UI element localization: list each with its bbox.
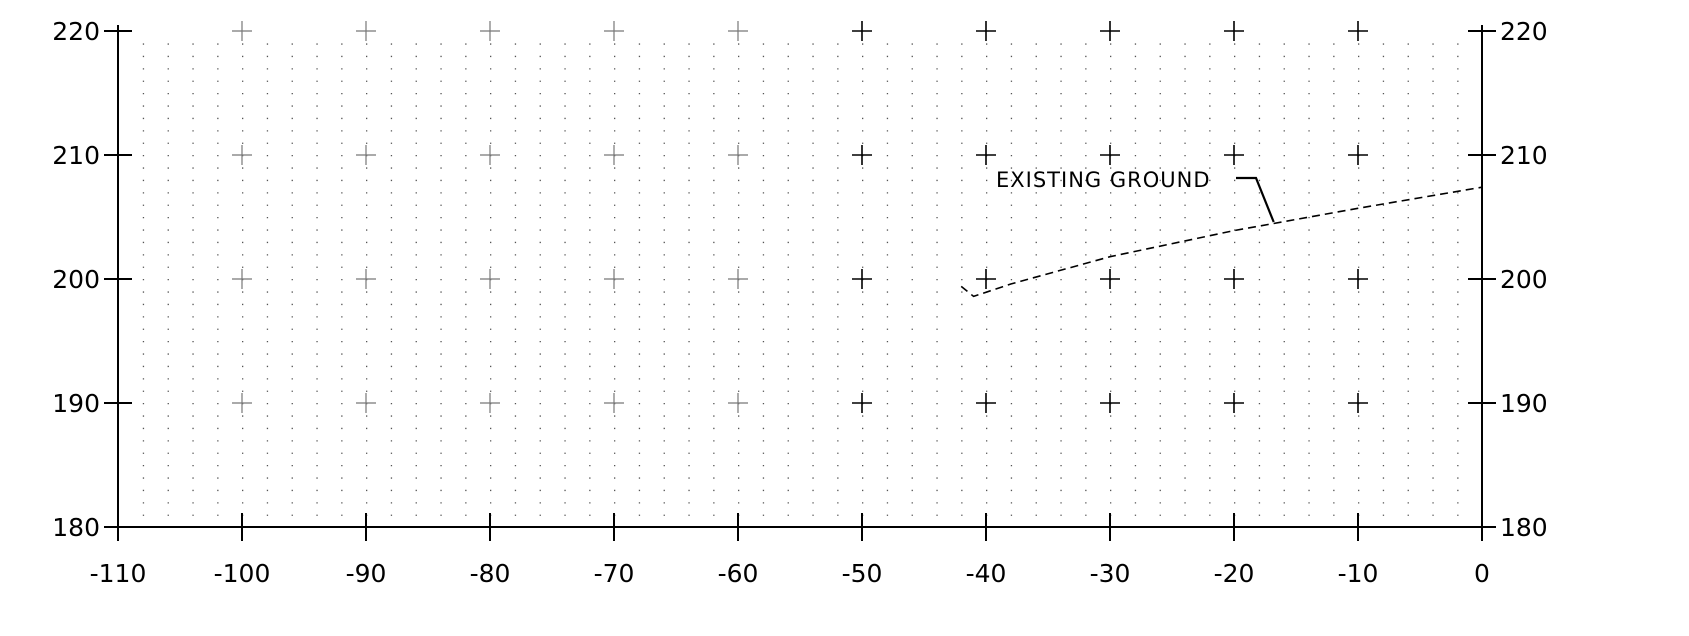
x-tick-label: -80 — [470, 559, 511, 588]
x-tick-label: -10 — [1338, 559, 1379, 588]
annotation-leader — [1236, 176, 1275, 223]
x-tick-label: -60 — [718, 559, 759, 588]
y-tick-label-right: 210 — [1500, 141, 1548, 170]
y-tick-label-right: 220 — [1500, 17, 1548, 46]
y-tick-label-left: 180 — [52, 513, 100, 542]
grid-cross — [480, 21, 500, 41]
grid-cross — [976, 269, 996, 289]
grid-cross — [1224, 21, 1244, 41]
grid-cross — [1100, 269, 1120, 289]
grid-cross — [1348, 21, 1368, 41]
x-tick-label: -70 — [594, 559, 635, 588]
grid-cross — [1100, 393, 1120, 413]
grid-cross — [232, 21, 252, 41]
y-tick-label-right: 180 — [1500, 513, 1548, 542]
grid-cross — [852, 145, 872, 165]
y-axis-labels-right: 180 190 200 210 220 — [1500, 17, 1548, 542]
grid-cross — [1100, 145, 1120, 165]
grid-cross — [1224, 145, 1244, 165]
grid-cross — [1100, 21, 1120, 41]
grid-cross — [976, 21, 996, 41]
y-tick-label-left: 220 — [52, 17, 100, 46]
grid-cross — [1224, 269, 1244, 289]
grid-cross — [728, 145, 748, 165]
x-tick-label: -50 — [842, 559, 883, 588]
grid-cross — [976, 393, 996, 413]
grid-cross — [852, 21, 872, 41]
grid-cross — [604, 393, 624, 413]
grid-cross — [1348, 393, 1368, 413]
y-tick-label-right: 200 — [1500, 265, 1548, 294]
grid-crosses — [232, 21, 1368, 413]
grid-cross — [1348, 145, 1368, 165]
grid-cross — [604, 21, 624, 41]
y-tick-label-left: 210 — [52, 141, 100, 170]
grid-cross — [728, 21, 748, 41]
existing-ground-line — [960, 186, 1483, 298]
grid-cross — [356, 21, 376, 41]
grid-cross — [480, 393, 500, 413]
grid-cross — [232, 145, 252, 165]
grid-cross — [356, 393, 376, 413]
x-tick-label: -90 — [346, 559, 387, 588]
grid-cross — [604, 145, 624, 165]
x-tick-label: -20 — [1214, 559, 1255, 588]
grid-cross — [604, 269, 624, 289]
y-tick-label-left: 200 — [52, 265, 100, 294]
x-tick-label: 0 — [1474, 559, 1490, 588]
x-tick-label: -100 — [214, 559, 271, 588]
grid-cross — [232, 269, 252, 289]
annotation-layer: EXISTING GROUND — [996, 168, 1275, 223]
plot-frame — [104, 25, 1496, 541]
grid-cross — [728, 269, 748, 289]
grid-dot-pattern — [142, 43, 1459, 516]
x-axis-labels: -110 -100 -90 -80 -70 -60 -50 -40 -30 -20 -10 0 — [90, 559, 1490, 588]
y-tick-label-left: 190 — [52, 389, 100, 418]
x-tick-label: -110 — [90, 559, 147, 588]
grid-cross — [1348, 269, 1368, 289]
grid-cross — [480, 145, 500, 165]
y-tick-label-right: 190 — [1500, 389, 1548, 418]
grid-cross — [232, 393, 252, 413]
grid-cross — [852, 393, 872, 413]
series-layer — [960, 186, 1483, 298]
grid-cross — [356, 145, 376, 165]
grid-cross — [976, 145, 996, 165]
grid-cross — [356, 269, 376, 289]
x-tick-label: -40 — [966, 559, 1007, 588]
y-axis-labels-left: 180 190 200 210 220 — [52, 17, 100, 542]
grid-cross — [1224, 393, 1244, 413]
x-tick-label: -30 — [1090, 559, 1131, 588]
grid-cross — [852, 269, 872, 289]
grid-dots — [142, 43, 1459, 516]
annotation-label: EXISTING GROUND — [996, 168, 1211, 192]
grid-cross — [480, 269, 500, 289]
grid-cross — [728, 393, 748, 413]
